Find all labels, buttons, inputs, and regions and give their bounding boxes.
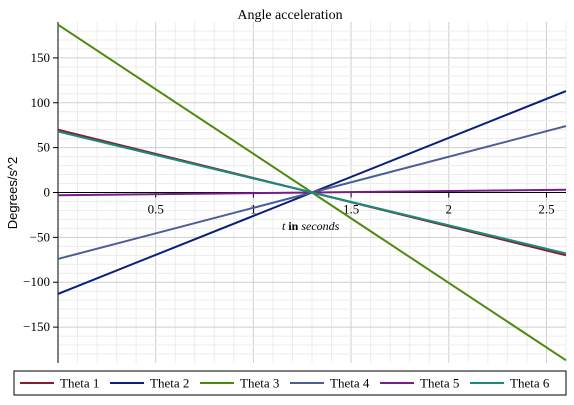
- chart-title: Angle acceleration: [237, 8, 342, 23]
- x-tick-label: 2: [446, 202, 453, 217]
- y-tick-label: −100: [23, 274, 50, 289]
- legend-label: Theta 5: [420, 376, 459, 391]
- legend-label: Theta 6: [510, 376, 550, 391]
- x-tick-label: 1.5: [343, 202, 359, 217]
- y-axis-label: Degrees/s^2: [5, 157, 20, 230]
- series-line: [57, 130, 567, 255]
- y-tick-label: 150: [31, 50, 51, 65]
- y-ticks: 150 100 50 0 −50 −100 −150: [23, 50, 58, 334]
- y-tick-label: −50: [30, 229, 50, 244]
- x-axis-label: t in seconds: [282, 219, 340, 233]
- y-tick-label: 100: [31, 95, 51, 110]
- x-tick-label: 0.5: [148, 202, 164, 217]
- legend-items: Theta 1 Theta 2 Theta 3 Theta 4 Theta 5 Theta…: [20, 376, 550, 391]
- y-tick-label: 50: [37, 140, 50, 155]
- legend-label: Theta 3: [240, 376, 279, 391]
- y-tick-label: 0: [44, 185, 51, 200]
- x-ticks: 0.5 1 1.5 2 2.5: [148, 192, 555, 217]
- y-tick-label: −150: [23, 319, 50, 334]
- legend-label: Theta 1: [60, 376, 99, 391]
- series-lines: [57, 23, 567, 362]
- x-tick-label: 1: [250, 202, 257, 217]
- legend-label: Theta 4: [330, 376, 370, 391]
- x-tick-label: 2.5: [538, 202, 554, 217]
- legend-label: Theta 2: [150, 376, 189, 391]
